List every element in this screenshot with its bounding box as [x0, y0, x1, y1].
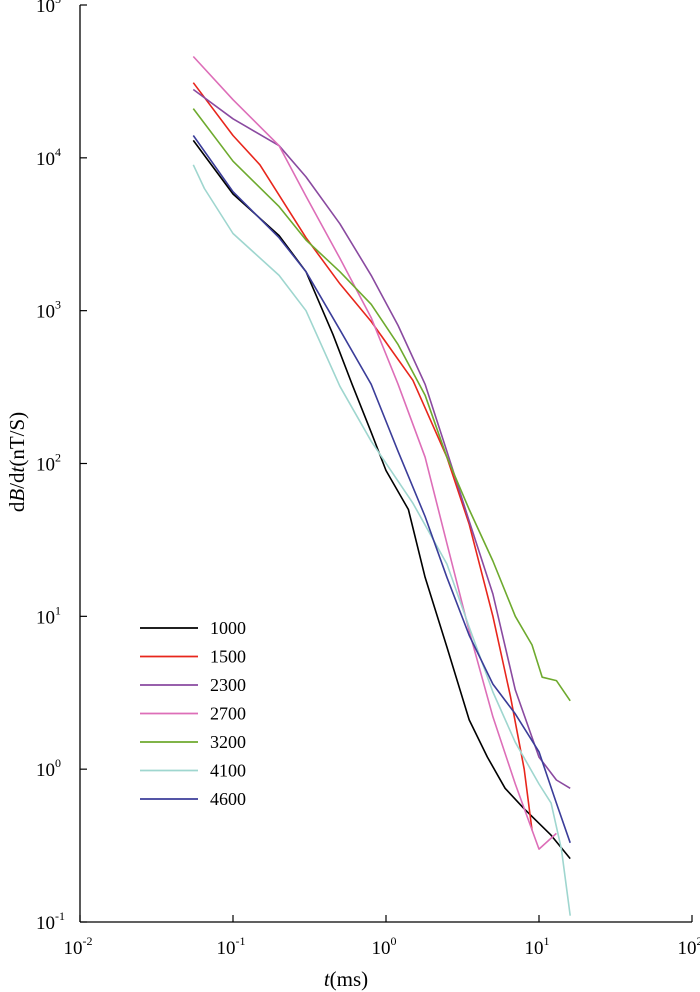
y-tick-label: 101	[36, 603, 61, 628]
legend-label-4600: 4600	[210, 789, 246, 809]
x-tick-label: 10-1	[217, 934, 246, 959]
series-line-3200	[192, 108, 571, 702]
series-line-4100	[192, 164, 571, 916]
series-layer	[192, 55, 571, 916]
y-axis-title: dB/dt(nT/S)	[5, 412, 29, 512]
y-tick-label: 100	[36, 756, 61, 781]
y-tick-label: 10-1	[36, 909, 65, 934]
series-line-2300	[192, 88, 571, 789]
x-tick-label: 102	[678, 934, 700, 959]
legend: 1000 1500 2300 2700 3200 4100 4600	[140, 618, 246, 809]
series-line-1500	[192, 82, 533, 831]
y-tick-label: 104	[36, 145, 61, 170]
legend-label-2300: 2300	[210, 675, 246, 695]
y-tick-label: 103	[36, 298, 61, 323]
legend-label-1000: 1000	[210, 618, 246, 638]
x-tick-label: 101	[525, 934, 550, 959]
series-line-4600	[192, 135, 571, 844]
legend-label-2700: 2700	[210, 704, 246, 724]
y-tick-label: 102	[36, 451, 61, 476]
legend-label-1500: 1500	[210, 647, 246, 667]
x-axis-title: t(ms)	[324, 967, 368, 991]
x-tick-label: 100	[372, 934, 397, 959]
x-tick-label: 10-2	[64, 934, 93, 959]
y-tick-label: 105	[36, 0, 61, 17]
axis-titles: t(ms) dB/dt(nT/S)	[5, 412, 368, 991]
series-line-2700	[192, 55, 557, 850]
legend-label-4100: 4100	[210, 761, 246, 781]
legend-label-3200: 3200	[210, 732, 246, 752]
